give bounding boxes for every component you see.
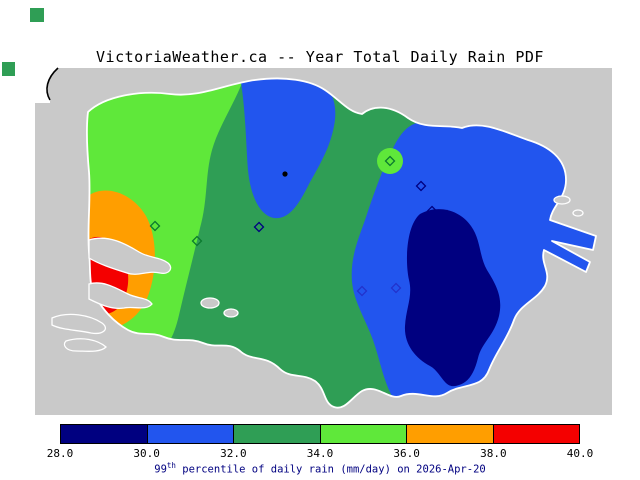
colorbar-segment-28.0-30.0 xyxy=(61,425,147,443)
lake xyxy=(223,308,239,318)
offshore-island xyxy=(572,209,584,217)
station-marker xyxy=(149,220,161,232)
colorbar-tick-label: 38.0 xyxy=(480,447,507,460)
harbour-inlet xyxy=(88,237,172,275)
contour-region-28-30 xyxy=(404,209,501,387)
caption-text: percentile of daily rain (mm/day) on 202… xyxy=(175,463,486,476)
harbour-inlet xyxy=(88,282,153,310)
station-marker xyxy=(191,235,203,247)
lagoon-spit xyxy=(51,313,106,335)
station-marker xyxy=(426,205,438,217)
contour-spot-34-36 xyxy=(377,148,403,174)
contour-overlays xyxy=(86,78,596,399)
station-marker xyxy=(356,285,368,297)
colorbar-segment-30.0-32.0 xyxy=(146,425,233,443)
colorbar-segment-32.0-34.0 xyxy=(233,425,320,443)
colorbar-tick-label: 34.0 xyxy=(306,447,334,460)
station-marker xyxy=(390,282,402,294)
station-marker xyxy=(415,180,427,192)
station-marker xyxy=(434,351,446,363)
colorbar-tick-label: 36.0 xyxy=(393,447,420,460)
colorbar-tick-label: 32.0 xyxy=(220,447,247,460)
caption-ordinal: th xyxy=(166,461,176,470)
caption-value: 99 xyxy=(154,463,167,476)
coastline-outline xyxy=(86,77,597,409)
station-markers xyxy=(149,155,453,363)
station-marker xyxy=(253,221,265,233)
offshore-island xyxy=(553,195,571,205)
map-corner-curve xyxy=(46,67,59,101)
caption: 99th percentile of daily rain (mm/day) o… xyxy=(0,461,640,476)
colorbar-tick-label: 30.0 xyxy=(133,447,160,460)
page-title: VictoriaWeather.ca -- Year Total Daily R… xyxy=(96,48,544,66)
map-tile-artifact xyxy=(30,8,44,22)
map-tile-artifact xyxy=(2,62,15,76)
contour-region-30-32-north xyxy=(240,78,336,219)
colorbar-segment-38.0-40.0 xyxy=(492,425,579,443)
colorbar-tick-label: 28.0 xyxy=(46,447,74,460)
colorbar-segment-34.0-36.0 xyxy=(319,425,406,443)
water-features xyxy=(51,195,584,352)
colorbar-segment-36.0-38.0 xyxy=(406,425,493,443)
lake xyxy=(200,297,220,309)
lagoon-spit xyxy=(63,338,107,352)
colorbar-tick-labels: 28.0 30.0 32.0 34.0 36.0 38.0 40.0 xyxy=(47,447,594,460)
station-marker xyxy=(384,155,396,167)
colorbar-tick-label: 40.0 xyxy=(566,447,594,460)
station-marker xyxy=(282,171,288,177)
station-marker xyxy=(441,209,453,221)
colorbar xyxy=(60,424,580,444)
